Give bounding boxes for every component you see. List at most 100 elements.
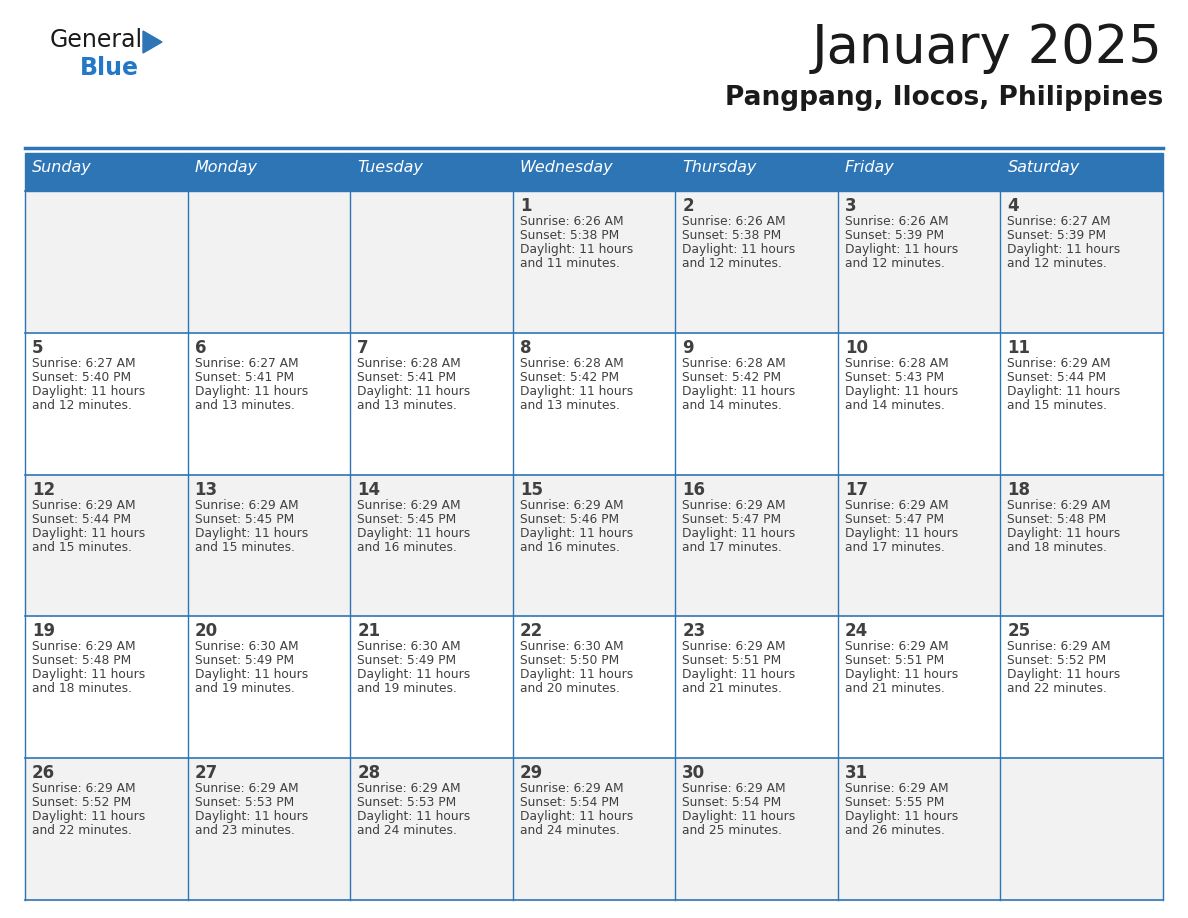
Text: 31: 31: [845, 764, 868, 782]
Text: Pangpang, Ilocos, Philippines: Pangpang, Ilocos, Philippines: [725, 85, 1163, 111]
Text: and 12 minutes.: and 12 minutes.: [32, 398, 132, 412]
Text: Sunrise: 6:29 AM: Sunrise: 6:29 AM: [1007, 498, 1111, 511]
Text: Sunset: 5:45 PM: Sunset: 5:45 PM: [358, 512, 456, 526]
Text: Sunset: 5:43 PM: Sunset: 5:43 PM: [845, 371, 944, 384]
Text: Sunrise: 6:29 AM: Sunrise: 6:29 AM: [845, 641, 948, 654]
Text: Sunrise: 6:30 AM: Sunrise: 6:30 AM: [519, 641, 624, 654]
Text: and 17 minutes.: and 17 minutes.: [682, 541, 782, 554]
Text: and 19 minutes.: and 19 minutes.: [195, 682, 295, 696]
Text: Daylight: 11 hours: Daylight: 11 hours: [32, 527, 145, 540]
Text: Sunset: 5:42 PM: Sunset: 5:42 PM: [682, 371, 782, 384]
Text: 27: 27: [195, 764, 217, 782]
Text: Sunset: 5:49 PM: Sunset: 5:49 PM: [358, 655, 456, 667]
Text: Sunset: 5:42 PM: Sunset: 5:42 PM: [519, 371, 619, 384]
Text: Sunset: 5:53 PM: Sunset: 5:53 PM: [195, 796, 293, 809]
Text: 15: 15: [519, 481, 543, 498]
Text: 28: 28: [358, 764, 380, 782]
Text: 10: 10: [845, 339, 868, 357]
Bar: [838, 191, 1000, 333]
Text: Sunrise: 6:29 AM: Sunrise: 6:29 AM: [682, 641, 786, 654]
Polygon shape: [143, 31, 162, 53]
Text: 3: 3: [845, 197, 857, 215]
Bar: [838, 616, 1000, 758]
Bar: [350, 475, 513, 616]
Text: Sunrise: 6:29 AM: Sunrise: 6:29 AM: [1007, 641, 1111, 654]
Text: Daylight: 11 hours: Daylight: 11 hours: [519, 668, 633, 681]
Bar: [350, 758, 513, 900]
Text: 11: 11: [1007, 339, 1030, 357]
Text: Daylight: 11 hours: Daylight: 11 hours: [1007, 385, 1120, 397]
Bar: [513, 153, 675, 191]
Text: Sunset: 5:44 PM: Sunset: 5:44 PM: [1007, 371, 1106, 384]
Bar: [513, 191, 675, 333]
Text: and 18 minutes.: and 18 minutes.: [1007, 541, 1107, 554]
Text: 29: 29: [519, 764, 543, 782]
Text: 22: 22: [519, 622, 543, 641]
Text: Sunset: 5:39 PM: Sunset: 5:39 PM: [1007, 229, 1106, 242]
Text: Sunrise: 6:29 AM: Sunrise: 6:29 AM: [519, 782, 624, 795]
Text: and 21 minutes.: and 21 minutes.: [682, 682, 782, 696]
Bar: [513, 616, 675, 758]
Text: 1: 1: [519, 197, 531, 215]
Text: Daylight: 11 hours: Daylight: 11 hours: [1007, 243, 1120, 256]
Text: Sunrise: 6:28 AM: Sunrise: 6:28 AM: [358, 357, 461, 370]
Bar: [838, 475, 1000, 616]
Text: 26: 26: [32, 764, 55, 782]
Text: Sunset: 5:45 PM: Sunset: 5:45 PM: [195, 512, 293, 526]
Text: 12: 12: [32, 481, 55, 498]
Bar: [25, 153, 188, 191]
Text: Sunrise: 6:30 AM: Sunrise: 6:30 AM: [358, 641, 461, 654]
Bar: [188, 191, 350, 333]
Text: and 13 minutes.: and 13 minutes.: [195, 398, 295, 412]
Bar: [513, 333, 675, 475]
Text: Sunrise: 6:26 AM: Sunrise: 6:26 AM: [519, 215, 624, 228]
Text: 18: 18: [1007, 481, 1030, 498]
Text: Sunset: 5:48 PM: Sunset: 5:48 PM: [1007, 512, 1107, 526]
Text: Daylight: 11 hours: Daylight: 11 hours: [845, 243, 958, 256]
Bar: [1000, 333, 1163, 475]
Text: Thursday: Thursday: [682, 160, 757, 175]
Text: 6: 6: [195, 339, 206, 357]
Text: Daylight: 11 hours: Daylight: 11 hours: [845, 668, 958, 681]
Text: Daylight: 11 hours: Daylight: 11 hours: [682, 527, 796, 540]
Bar: [188, 333, 350, 475]
Text: Sunrise: 6:29 AM: Sunrise: 6:29 AM: [32, 782, 135, 795]
Text: Daylight: 11 hours: Daylight: 11 hours: [32, 668, 145, 681]
Text: 8: 8: [519, 339, 531, 357]
Text: and 17 minutes.: and 17 minutes.: [845, 541, 944, 554]
Text: January 2025: January 2025: [813, 22, 1163, 74]
Text: 19: 19: [32, 622, 55, 641]
Bar: [25, 191, 188, 333]
Text: Daylight: 11 hours: Daylight: 11 hours: [519, 243, 633, 256]
Bar: [25, 616, 188, 758]
Bar: [675, 153, 838, 191]
Text: Monday: Monday: [195, 160, 258, 175]
Text: 2: 2: [682, 197, 694, 215]
Text: and 14 minutes.: and 14 minutes.: [845, 398, 944, 412]
Text: Wednesday: Wednesday: [519, 160, 613, 175]
Text: Daylight: 11 hours: Daylight: 11 hours: [195, 385, 308, 397]
Text: Daylight: 11 hours: Daylight: 11 hours: [195, 811, 308, 823]
Text: and 15 minutes.: and 15 minutes.: [1007, 398, 1107, 412]
Bar: [675, 758, 838, 900]
Text: and 15 minutes.: and 15 minutes.: [195, 541, 295, 554]
Text: Daylight: 11 hours: Daylight: 11 hours: [358, 811, 470, 823]
Text: and 22 minutes.: and 22 minutes.: [1007, 682, 1107, 696]
Text: Sunrise: 6:29 AM: Sunrise: 6:29 AM: [358, 498, 461, 511]
Bar: [188, 475, 350, 616]
Text: Sunrise: 6:28 AM: Sunrise: 6:28 AM: [682, 357, 786, 370]
Bar: [188, 153, 350, 191]
Text: Daylight: 11 hours: Daylight: 11 hours: [358, 668, 470, 681]
Text: Sunrise: 6:29 AM: Sunrise: 6:29 AM: [195, 782, 298, 795]
Bar: [1000, 475, 1163, 616]
Text: Sunrise: 6:28 AM: Sunrise: 6:28 AM: [519, 357, 624, 370]
Text: 7: 7: [358, 339, 368, 357]
Text: 21: 21: [358, 622, 380, 641]
Text: 24: 24: [845, 622, 868, 641]
Text: Sunset: 5:47 PM: Sunset: 5:47 PM: [845, 512, 944, 526]
Text: Sunset: 5:39 PM: Sunset: 5:39 PM: [845, 229, 944, 242]
Bar: [25, 475, 188, 616]
Bar: [25, 758, 188, 900]
Text: and 24 minutes.: and 24 minutes.: [358, 824, 457, 837]
Text: and 16 minutes.: and 16 minutes.: [519, 541, 620, 554]
